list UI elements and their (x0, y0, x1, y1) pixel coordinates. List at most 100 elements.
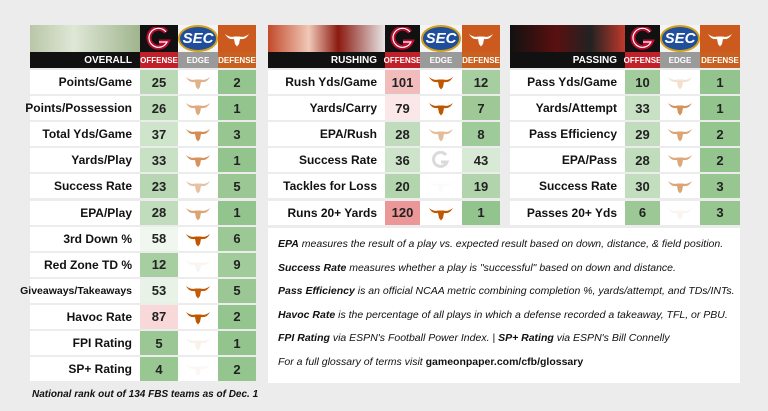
defense-rank: 6 (218, 226, 256, 251)
edge-icon (178, 96, 218, 120)
row-label: Pass Yds/Game (527, 75, 617, 89)
sec-logo-text: SEC (659, 25, 701, 52)
defense-rank: 3 (700, 200, 740, 225)
note-term: SP+ Rating (498, 332, 554, 345)
edge-icon (420, 174, 462, 198)
row-label: Yards/Carry (309, 101, 377, 116)
edge-icon (178, 174, 218, 198)
row-label: Points/Game (58, 75, 132, 89)
offense-rank: 58 (140, 226, 178, 251)
texas-logo (218, 25, 256, 52)
column-header: EDGE (178, 52, 218, 68)
row-label: Havoc Rate (66, 309, 132, 324)
note-line: Success Rate measures whether a play is … (278, 262, 676, 274)
row-label: Rush Yds/Game (285, 75, 377, 89)
offense-rank: 36 (385, 148, 420, 173)
note-line: For a full glossary of terms visit gameo… (278, 356, 583, 368)
edge-icon (178, 357, 218, 381)
note-term: EPA (278, 238, 299, 250)
note-term: gameonpaper.com/cfb/glossary (425, 356, 584, 368)
row-label: Total Yds/Game (42, 127, 132, 142)
row-label: Tackles for Loss (283, 179, 377, 194)
notes-box (268, 228, 740, 383)
note-line: Havoc Rate is the percentage of all play… (278, 309, 728, 321)
defense-rank: 5 (218, 174, 256, 199)
defense-rank: 12 (462, 70, 500, 94)
row-label: FPI Rating (72, 336, 132, 350)
edge-icon (660, 148, 700, 172)
column-header: DEFENSE (700, 52, 740, 68)
sec-logo-text: SEC (177, 25, 219, 52)
row-background (268, 200, 500, 225)
offense-rank: 120 (385, 200, 420, 225)
georgia-logo (625, 25, 660, 52)
defense-rank: 1 (218, 200, 256, 225)
offense-rank: 37 (140, 122, 178, 147)
edge-icon (178, 305, 218, 329)
row-background (268, 70, 500, 94)
defense-rank: 8 (462, 122, 500, 147)
note-term: Havoc Rate (278, 308, 336, 321)
defense-rank: 1 (218, 331, 256, 355)
defense-rank: 2 (218, 304, 256, 329)
edge-icon (660, 70, 700, 94)
defense-rank: 7 (462, 96, 500, 121)
header-image (510, 25, 625, 52)
offense-rank: 12 (140, 252, 178, 277)
row-label: Yards/Play (71, 153, 132, 168)
sec-logo: SEC (420, 25, 462, 52)
texas-logo (462, 25, 500, 52)
row-label: Success Rate (298, 153, 377, 168)
row-label: Red Zone TD % (43, 257, 132, 272)
edge-icon (420, 122, 462, 146)
column-header: EDGE (420, 52, 462, 68)
offense-rank: 26 (140, 96, 178, 121)
column-header: OFFENSE (140, 52, 178, 68)
edge-icon (420, 96, 462, 120)
note-text: measures whether a play is "successful" … (346, 261, 676, 274)
offense-rank: 5 (140, 331, 178, 355)
offense-rank: 33 (625, 96, 660, 121)
offense-rank: 28 (385, 122, 420, 147)
defense-rank: 3 (218, 122, 256, 147)
note-text: is the percentage of all plays in which … (335, 308, 728, 321)
sec-logo: SEC (659, 25, 701, 52)
edge-icon (178, 279, 218, 303)
defense-rank: 1 (700, 70, 740, 94)
offense-rank: 30 (625, 174, 660, 199)
offense-rank: 29 (625, 122, 660, 147)
note-text: via ESPN's Bill Connelly (553, 332, 670, 345)
row-label: Giveaways/Takeaways (20, 284, 132, 297)
row-label: Pass Efficiency (528, 127, 617, 142)
header-image (268, 25, 385, 52)
offense-rank: 87 (140, 304, 178, 329)
edge-icon (178, 122, 218, 146)
row-label: 3rd Down % (63, 231, 132, 246)
defense-rank: 5 (218, 278, 256, 303)
note-text: measures the result of a play vs. expect… (298, 238, 724, 250)
note-line: FPI Rating via ESPN's Football Power Ind… (278, 332, 670, 344)
edge-icon (178, 227, 218, 251)
panel-title: OVERALL (30, 52, 140, 68)
edge-icon (420, 148, 462, 172)
edge-icon (660, 122, 700, 146)
column-header: EDGE (660, 52, 700, 68)
offense-rank: 79 (385, 96, 420, 121)
edge-icon (660, 96, 700, 120)
defense-rank: 1 (700, 96, 740, 121)
row-label: Success Rate (538, 179, 617, 194)
note-text: is an official NCAA metric combining com… (354, 285, 735, 298)
offense-rank: 53 (140, 278, 178, 303)
defense-rank: 2 (700, 148, 740, 173)
row-label: EPA/Rush (319, 127, 377, 142)
edge-icon (420, 70, 462, 94)
row-background (268, 122, 500, 147)
offense-rank: 4 (140, 357, 178, 382)
offense-rank: 33 (140, 148, 178, 173)
offense-rank: 28 (140, 200, 178, 225)
defense-rank: 2 (700, 122, 740, 147)
defense-rank: 2 (218, 70, 256, 94)
note-term: FPI Rating (278, 332, 330, 345)
offense-rank: 6 (625, 200, 660, 225)
